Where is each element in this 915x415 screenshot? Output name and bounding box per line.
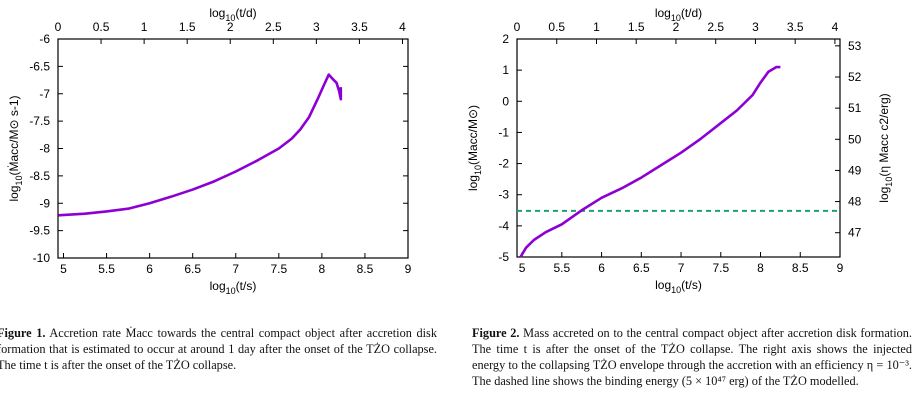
x-top-tick-label: 0 — [55, 20, 62, 34]
x-tick-label: 8.5 — [792, 261, 809, 275]
series-line — [58, 73, 343, 217]
y-tick-label: -7 — [39, 87, 50, 101]
x-top-tick-label: 2.5 — [265, 20, 282, 34]
y-tick-label: -7.5 — [29, 114, 50, 128]
y-tick-label: 0 — [502, 94, 509, 108]
x-tick-label: 5.5 — [553, 261, 570, 275]
x-top-tick-label: 3.5 — [787, 20, 804, 34]
x-top-tick-label: 0.5 — [93, 20, 110, 34]
x-top-tick-label: 0.5 — [548, 20, 565, 34]
x-top-axis-label: log10(t/d) — [209, 6, 256, 23]
x-tick-label: 6 — [146, 262, 153, 276]
series-line — [519, 65, 781, 258]
y-right-tick-label: 48 — [848, 195, 862, 209]
x-tick-label: 8 — [319, 262, 326, 276]
caption-text: Accretion rate Ṁacc towards the central … — [0, 326, 437, 372]
x-tick-label: 7.5 — [712, 261, 729, 275]
x-top-tick-label: 1.5 — [628, 20, 645, 34]
figures: 5 5.5 6 6.5 7 7.5 8 8.5 9 0 0.5 1 1.5 2 2.5 3 3.5 4 -6 -6.5… — [7, 6, 894, 296]
x-top-tick-label: 0 — [514, 20, 521, 34]
y-axis-label: log10(Ṁacc/M⊙ s-1) — [7, 95, 24, 201]
y-tick-label: -10 — [33, 251, 51, 265]
x-tick-label: 8.5 — [357, 262, 374, 276]
x-top-tick-label: 3 — [313, 20, 320, 34]
x-top-tick-label: 3.5 — [351, 20, 368, 34]
y-tick-label: -6.5 — [29, 59, 50, 73]
x-axis-label: log10(t/s) — [210, 279, 257, 296]
x-tick-label: 6.5 — [633, 261, 650, 275]
y-tick-label: -8.5 — [29, 169, 50, 183]
y-tick-label: -6 — [39, 32, 50, 46]
chart-1: 5 5.5 6 6.5 7 7.5 8 8.5 9 0 0.5 1 1.5 2 2.5 3 3.5 4 -6 -6.5… — [7, 6, 412, 296]
y-tick-label: -1 — [498, 125, 509, 139]
plot-frame — [57, 38, 409, 259]
y-tick-label: -3 — [498, 188, 509, 202]
y-tick-label: 1 — [502, 63, 509, 77]
y-tick-label: 2 — [502, 32, 509, 46]
caption-label: Figure 1. — [0, 326, 46, 340]
x-top-tick-label: 1 — [141, 20, 148, 34]
x-top-axis-label: log10(t/d) — [655, 6, 702, 23]
x-tick-label: 7 — [232, 262, 239, 276]
x-axis-label: log10(t/s) — [655, 278, 702, 295]
y-right-tick-label: 47 — [848, 226, 862, 240]
y-tick-label: -2 — [498, 157, 509, 171]
y-right-tick-label: 51 — [848, 101, 862, 115]
x-tick-label: 5 — [519, 261, 526, 275]
y-right-axis-label: log10(η Macc c2/erg) — [877, 93, 894, 202]
x-tick-label: 9 — [837, 261, 844, 275]
x-tick-label: 6.5 — [184, 262, 201, 276]
caption-figure-2: Figure 2. Mass accreted on to the centra… — [472, 325, 912, 389]
x-tick-label: 6 — [598, 261, 605, 275]
y-tick-label: -8 — [39, 142, 50, 156]
caption-figure-1: Figure 1. Accretion rate Ṁacc towards th… — [0, 325, 437, 373]
y-axis-label: log10(Macc/M⊙) — [466, 105, 483, 191]
y-tick-label: -9.5 — [29, 224, 50, 238]
x-top-tick-label: 1.5 — [179, 20, 196, 34]
x-top-tick-label: 3 — [752, 20, 759, 34]
x-top-tick-label: 2.5 — [707, 20, 724, 34]
caption-text: Mass accreted on to the central compact … — [472, 326, 913, 388]
y-right-tick-label: 49 — [848, 163, 862, 177]
x-top-tick-label: 4 — [832, 20, 839, 34]
caption-label: Figure 2. — [472, 326, 520, 340]
chart-2: 5 5.5 6 6.5 7 7.5 8 8.5 9 0 0.5 1 1.5 2 2.5 3 3.5 4 2 1 0 -1 -… — [466, 6, 894, 295]
x-tick-label: 7 — [678, 261, 685, 275]
y-tick-label: -4 — [498, 219, 509, 233]
plot-frame — [516, 38, 841, 258]
x-tick-label: 5.5 — [98, 262, 115, 276]
y-tick-label: -5 — [498, 250, 509, 264]
x-tick-label: 5 — [60, 262, 67, 276]
x-top-tick-label: 4 — [399, 20, 406, 34]
x-tick-label: 8 — [757, 261, 764, 275]
x-top-tick-label: 1 — [593, 20, 600, 34]
x-tick-label: 7.5 — [270, 262, 287, 276]
y-tick-label: -9 — [39, 196, 50, 210]
y-right-tick-label: 50 — [848, 132, 862, 146]
y-right-tick-label: 53 — [848, 39, 862, 53]
x-tick-label: 9 — [405, 262, 412, 276]
x-top-tick-label: 2 — [227, 20, 234, 34]
x-top-tick-label: 2 — [673, 20, 680, 34]
y-right-tick-label: 52 — [848, 70, 862, 84]
